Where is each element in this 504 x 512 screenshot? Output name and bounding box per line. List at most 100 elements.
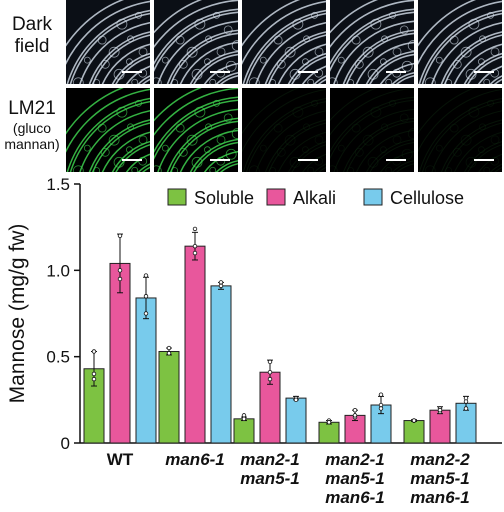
data-point (267, 376, 273, 382)
cell (116, 18, 128, 30)
x-category-line: man6-1 (410, 488, 470, 507)
legend-item: Soluble (167, 188, 254, 208)
cell (401, 148, 413, 160)
series-alkali (109, 226, 451, 444)
cell (216, 47, 226, 57)
x-category-line: man5-1 (325, 469, 385, 488)
cell (83, 56, 91, 64)
micrograph-panel (418, 88, 502, 172)
cell (460, 134, 472, 146)
legend-label: Soluble (194, 188, 254, 208)
cell (307, 78, 315, 84)
tissue-cells (424, 99, 500, 172)
micrograph-panel (154, 0, 238, 84)
panel-background (330, 88, 414, 172)
cell (273, 35, 283, 45)
cell (487, 99, 494, 107)
cell (407, 40, 414, 51)
cell (370, 18, 382, 30)
cell (392, 156, 402, 166)
data-point (378, 392, 384, 397)
cell (381, 123, 388, 131)
cell (284, 134, 296, 146)
cell (347, 167, 355, 172)
cell (452, 147, 462, 157)
micrograph-panel (330, 88, 414, 172)
cell (337, 144, 345, 152)
cell (314, 135, 324, 145)
legend-item: Cellulose (363, 188, 464, 208)
cell (445, 79, 453, 84)
cell (127, 35, 134, 43)
cell (259, 56, 267, 64)
data-point (192, 243, 198, 249)
x-category-line: man5-1 (410, 469, 470, 488)
cell (113, 156, 125, 168)
cell (72, 77, 84, 84)
legend-swatch (167, 188, 187, 206)
cell (385, 78, 393, 84)
panel-background (418, 88, 502, 172)
cell (311, 99, 318, 107)
x-category-line: WT (107, 450, 134, 469)
bar (403, 420, 425, 444)
micrograph-panel (418, 0, 502, 84)
cell (445, 167, 453, 172)
bar (318, 421, 340, 444)
cell (191, 68, 203, 80)
cell (490, 68, 500, 78)
cell (100, 59, 110, 69)
cell (385, 166, 393, 172)
x-category-line: man6-1 (165, 450, 225, 469)
cell (483, 166, 491, 172)
cell (191, 156, 203, 168)
data-point (143, 273, 149, 278)
cell (289, 156, 301, 168)
cell (205, 35, 212, 43)
cell (380, 146, 387, 154)
x-category-line: man6-1 (325, 488, 385, 507)
cell (108, 134, 120, 146)
cell (401, 60, 413, 72)
data-point (463, 406, 469, 411)
cell (292, 18, 304, 30)
cell (178, 147, 188, 157)
cell (303, 123, 310, 131)
cell (468, 106, 480, 118)
cell (216, 156, 226, 166)
cell (407, 128, 414, 139)
cell (273, 123, 283, 133)
cell (351, 123, 361, 133)
bar (429, 409, 451, 444)
panel-background (242, 88, 326, 172)
data-point (241, 416, 247, 422)
micrograph-panel (242, 0, 326, 84)
cell (259, 144, 267, 152)
cell (216, 68, 226, 78)
cell (154, 77, 162, 84)
bar (158, 350, 180, 444)
cell (460, 46, 472, 58)
row-label-lm21: LM21 (gluco mannan) (0, 98, 64, 152)
tissue-cells (330, 99, 414, 172)
cell (302, 146, 309, 154)
micrograph-panel (242, 88, 326, 172)
cell (93, 79, 101, 84)
cell (424, 165, 436, 172)
data-point (166, 345, 172, 351)
cell (284, 46, 296, 58)
data-point (117, 233, 123, 238)
cell (248, 165, 260, 172)
tissue-cells (154, 99, 238, 172)
cell (354, 59, 364, 69)
cell (97, 123, 107, 133)
cell (209, 78, 217, 84)
data-point (91, 376, 97, 382)
cell (311, 11, 318, 19)
tissue-cells (154, 11, 238, 84)
bar (210, 285, 232, 444)
cell (314, 156, 324, 166)
cell (389, 11, 396, 19)
cell (209, 166, 217, 172)
